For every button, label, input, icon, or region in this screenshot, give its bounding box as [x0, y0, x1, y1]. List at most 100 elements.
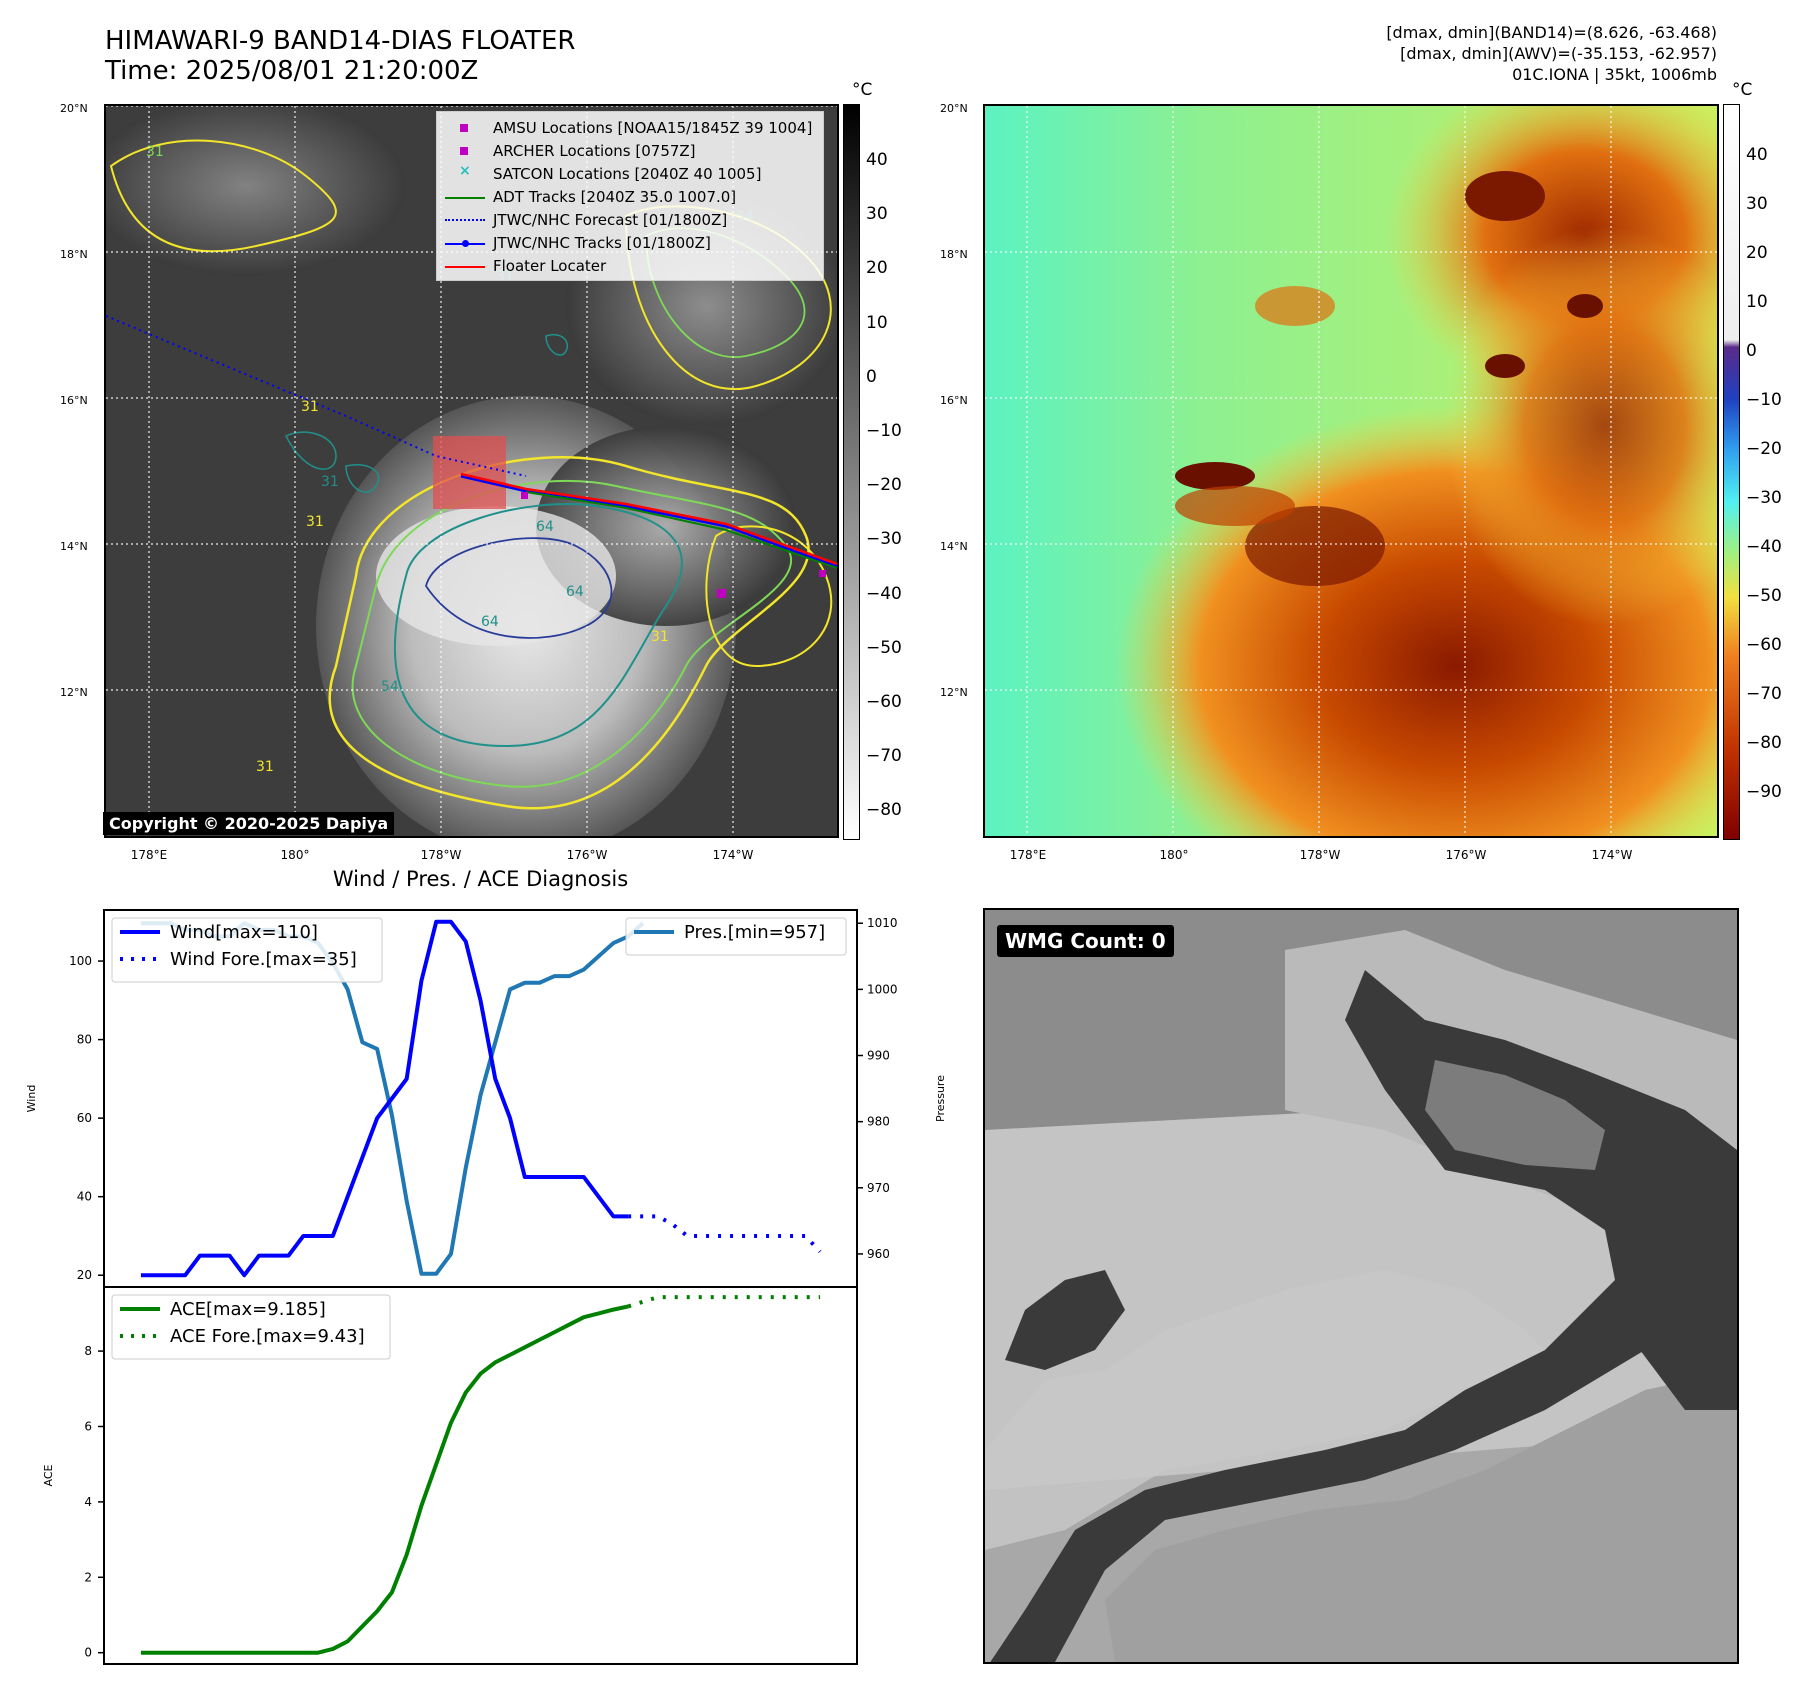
- ir-colorbar-unit: °C: [852, 80, 873, 100]
- ace-tick-label: 8: [84, 1344, 92, 1358]
- legend-swatch: [445, 144, 485, 158]
- ace-line: [140, 1304, 629, 1655]
- contour-label: 64: [566, 584, 584, 600]
- lat-tick: 18°N: [940, 248, 968, 261]
- pressure-axis-label: Pressure: [934, 1075, 947, 1122]
- lat-tick: 16°N: [60, 394, 88, 407]
- contour-label: 31: [306, 514, 324, 530]
- colorbar-tick: −30: [1746, 488, 1782, 508]
- legend-item: ADT Tracks [2040Z 35.0 1007.0]: [445, 185, 815, 208]
- awv-range: [dmax, dmin](AWV)=(-35.153, -62.957): [1400, 44, 1717, 63]
- lon-tick: 176°W: [1445, 848, 1487, 862]
- lat-tick: 16°N: [940, 394, 968, 407]
- ace-plot-frame: [103, 1286, 858, 1665]
- ace-axis-label: ACE: [42, 1464, 55, 1486]
- legend-swatch: [445, 213, 485, 227]
- ir-colorbar: [843, 104, 860, 840]
- colorbar-tick: −90: [1746, 782, 1782, 802]
- storm-info: 01C.IONA | 35kt, 1006mb: [1512, 65, 1717, 84]
- colorbar-tick: 0: [1746, 341, 1757, 361]
- pressure-line: [140, 921, 645, 1276]
- legend-label: AMSU Locations [NOAA15/1845Z 39 1004]: [493, 118, 813, 137]
- lat-tick: 20°N: [940, 102, 968, 115]
- ace-tick-label: 2: [84, 1570, 92, 1584]
- legend-label: JTWC/NHC Tracks [01/1800Z]: [493, 233, 711, 252]
- wmg-image: [985, 910, 1737, 1662]
- amsu-point: [717, 589, 726, 598]
- map-legend: AMSU Locations [NOAA15/1845Z 39 1004] ARC…: [436, 111, 824, 281]
- contour-label: 31: [256, 759, 274, 775]
- colorbar-tick: 40: [866, 150, 888, 170]
- colorbar-tick: −20: [1746, 439, 1782, 459]
- ace-legend: [111, 1294, 391, 1360]
- colorbar-tick: −50: [1746, 586, 1782, 606]
- lon-tick: 178°E: [1009, 848, 1047, 862]
- legend-item: × SATCON Locations [2040Z 40 1005]: [445, 162, 815, 185]
- legend-swatch: [445, 259, 485, 273]
- lon-tick: 180°: [1159, 848, 1189, 862]
- dias-colorbar-unit: °C: [1732, 80, 1753, 100]
- legend-item: AMSU Locations [NOAA15/1845Z 39 1004]: [445, 116, 815, 139]
- pressure-tick-label: 960: [867, 1247, 890, 1261]
- legend-label: ADT Tracks [2040Z 35.0 1007.0]: [493, 187, 737, 206]
- contour-label: 31: [321, 474, 339, 490]
- wmg-panel: [983, 908, 1739, 1664]
- title-line: HIMAWARI-9 BAND14-DIAS FLOATER: [105, 26, 576, 56]
- stats-block: [dmax, dmin](BAND14)=(8.626, -63.468) [d…: [1386, 22, 1717, 85]
- colorbar-tick: −80: [866, 800, 902, 821]
- legend-label: SATCON Locations [2040Z 40 1005]: [493, 164, 762, 183]
- ace-forecast-line: [627, 1295, 821, 1309]
- pressure-legend: [625, 917, 847, 956]
- legend-label: ACE Fore.[max=9.43]: [170, 1326, 365, 1347]
- best-track: [460, 474, 837, 568]
- legend-swatch: [445, 121, 485, 135]
- wind-tick-label: 20: [77, 1268, 92, 1282]
- dias-colorbar: [1723, 104, 1740, 840]
- colorbar-tick: −30: [866, 529, 902, 550]
- forecast-track: [106, 315, 527, 477]
- legend-item: Floater Locater: [445, 254, 815, 277]
- ace-tick-label: 0: [84, 1646, 92, 1660]
- lon-tick: 174°W: [1591, 848, 1633, 862]
- pressure-tick-label: 990: [867, 1049, 890, 1063]
- lon-tick: 178°E: [130, 848, 168, 862]
- wmg-count-badge: WMG Count: 0: [997, 925, 1174, 957]
- wind-pressure-plot-frame: [103, 909, 858, 1288]
- wind-legend: [111, 917, 383, 983]
- legend-label: Floater Locater: [493, 256, 607, 275]
- floater-box: [433, 436, 506, 509]
- lat-tick: 14°N: [60, 540, 88, 553]
- lat-tick: 18°N: [60, 248, 88, 261]
- colorbar-tick: 40: [1746, 145, 1768, 165]
- legend-label: Pres.[min=957]: [684, 922, 825, 943]
- diagnosis-title: Wind / Pres. / ACE Diagnosis: [332, 867, 629, 891]
- colorbar-tick: −60: [1746, 635, 1782, 655]
- wind-tick-label: 40: [77, 1190, 92, 1204]
- pressure-tick-label: 980: [867, 1115, 890, 1129]
- pressure-tick-label: 1000: [867, 982, 898, 996]
- colorbar-tick: 20: [866, 258, 888, 279]
- colorbar-tick: 10: [866, 312, 888, 333]
- legend-label: ACE[max=9.185]: [170, 1299, 326, 1320]
- pressure-tick-label: 970: [867, 1181, 890, 1195]
- legend-item: ARCHER Locations [0757Z]: [445, 139, 815, 162]
- lon-tick: 174°W: [712, 848, 754, 862]
- dias-map-image: [985, 106, 1717, 836]
- legend-label: ARCHER Locations [0757Z]: [493, 141, 696, 160]
- lat-tick: 14°N: [940, 540, 968, 553]
- colorbar-tick: −70: [1746, 684, 1782, 704]
- legend-label: Wind Fore.[max=35]: [170, 949, 357, 970]
- wind-tick-label: 100: [69, 954, 92, 968]
- lat-tick: 20°N: [60, 102, 88, 115]
- legend-label: Wind[max=110]: [170, 922, 318, 943]
- legend-swatch: ×: [459, 162, 471, 179]
- wind-line: [140, 919, 629, 1278]
- wind-tick-label: 60: [77, 1111, 92, 1125]
- colorbar-tick: −20: [866, 475, 902, 496]
- contour-label: 64: [536, 519, 554, 535]
- lon-tick: 176°W: [566, 848, 608, 862]
- ace-tick-label: 4: [84, 1495, 92, 1509]
- legend-swatch: [445, 190, 485, 204]
- ir-map-panel: 31 31 31 31 31 54 54 64 64 64 41 31 31 A…: [104, 104, 839, 838]
- lat-tick: 12°N: [940, 686, 968, 699]
